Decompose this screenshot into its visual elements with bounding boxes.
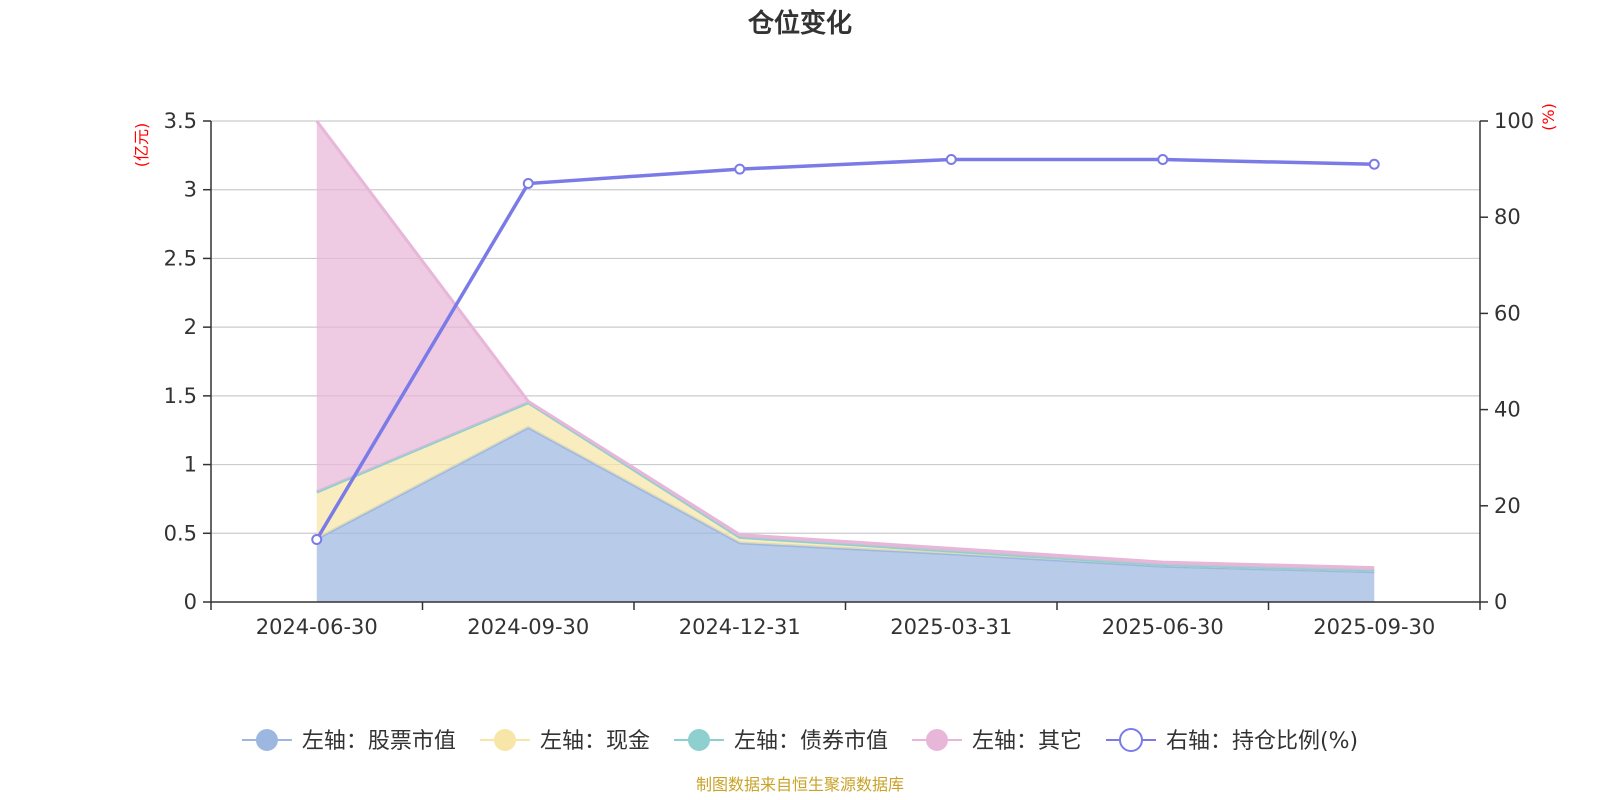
left-axis-tick-label: 0 <box>184 590 197 614</box>
right-axis-tick-label: 80 <box>1494 205 1521 229</box>
x-axis-tick-label: 2024-06-30 <box>256 615 378 639</box>
left-axis-tick-label: 3.5 <box>164 109 197 133</box>
ratio-point <box>945 153 957 165</box>
left-axis-tick-label: 2.5 <box>164 246 197 270</box>
right-axis-tick-label: 40 <box>1494 398 1521 422</box>
legend-marker <box>255 729 278 751</box>
right-axis-unit: (%) <box>1539 103 1558 131</box>
area-1 <box>316 402 1375 572</box>
right-axis-tick-label: 0 <box>1494 590 1507 614</box>
axes: 0 0.5 1 1.5 2 2.5 3 3.5 0 20 40 60 80 100 2024-06-30 20… <box>164 109 1535 639</box>
left-axis-unit: (亿元) <box>132 123 151 168</box>
x-axis-tick-label: 2024-12-31 <box>679 615 801 639</box>
chart-title: 仓位变化 <box>747 8 852 39</box>
x-axis-tick-label: 2025-06-30 <box>1102 615 1224 639</box>
legend-item-3[interactable]: 左轴：其它 <box>911 729 1082 754</box>
left-axis-tick-label: 1.5 <box>164 384 197 408</box>
legend-label: 右轴：持仓比例(%) <box>1166 729 1358 754</box>
legend-item-1[interactable]: 左轴：现金 <box>479 729 650 754</box>
legend-item-0[interactable]: 左轴：股票市值 <box>241 729 456 754</box>
left-axis-tick-label: 0.5 <box>164 521 197 545</box>
ratio-point <box>522 178 534 190</box>
ratio-point <box>1368 158 1380 170</box>
right-axis-tick-label: 20 <box>1494 494 1521 518</box>
ratio-line <box>315 157 1375 541</box>
legend-item-2[interactable]: 左轴：债券市值 <box>673 729 888 754</box>
legend-label: 左轴：其它 <box>972 729 1082 754</box>
right-axis-tick-label: 60 <box>1494 301 1521 325</box>
ratio-point <box>311 533 323 545</box>
ratio-point <box>1157 153 1169 165</box>
position-ratio-line <box>311 153 1380 545</box>
right-axis-tick-label: 100 <box>1494 109 1534 133</box>
data-source-note: 制图数据来自恒生聚源数据库 <box>696 775 904 794</box>
legend-label: 左轴：现金 <box>540 729 650 754</box>
left-axis-tick-label: 1 <box>184 453 197 477</box>
left-axis-tick-label: 3 <box>184 178 197 202</box>
legend-marker <box>1118 728 1143 752</box>
legend-label: 左轴：股票市值 <box>302 729 456 754</box>
x-axis-tick-label: 2025-03-31 <box>890 615 1012 639</box>
x-axis-tick-label: 2025-09-30 <box>1313 615 1435 639</box>
legend: 左轴：股票市值 左轴：现金 左轴：债券市值 左轴：其它 右轴：持仓比例(%) <box>241 728 1358 754</box>
left-axis-tick-label: 2 <box>184 315 197 339</box>
stacked-areas <box>315 120 1375 602</box>
legend-label: 左轴：债券市值 <box>734 729 888 754</box>
area-edge-3 <box>315 120 1375 570</box>
ratio-point <box>734 163 746 175</box>
area-0 <box>316 427 1375 602</box>
x-axis-tick-label: 2024-09-30 <box>467 615 589 639</box>
legend-marker <box>925 729 948 751</box>
legend-marker <box>493 729 516 751</box>
legend-marker <box>687 729 710 751</box>
legend-item-4[interactable]: 右轴：持仓比例(%) <box>1105 728 1358 754</box>
